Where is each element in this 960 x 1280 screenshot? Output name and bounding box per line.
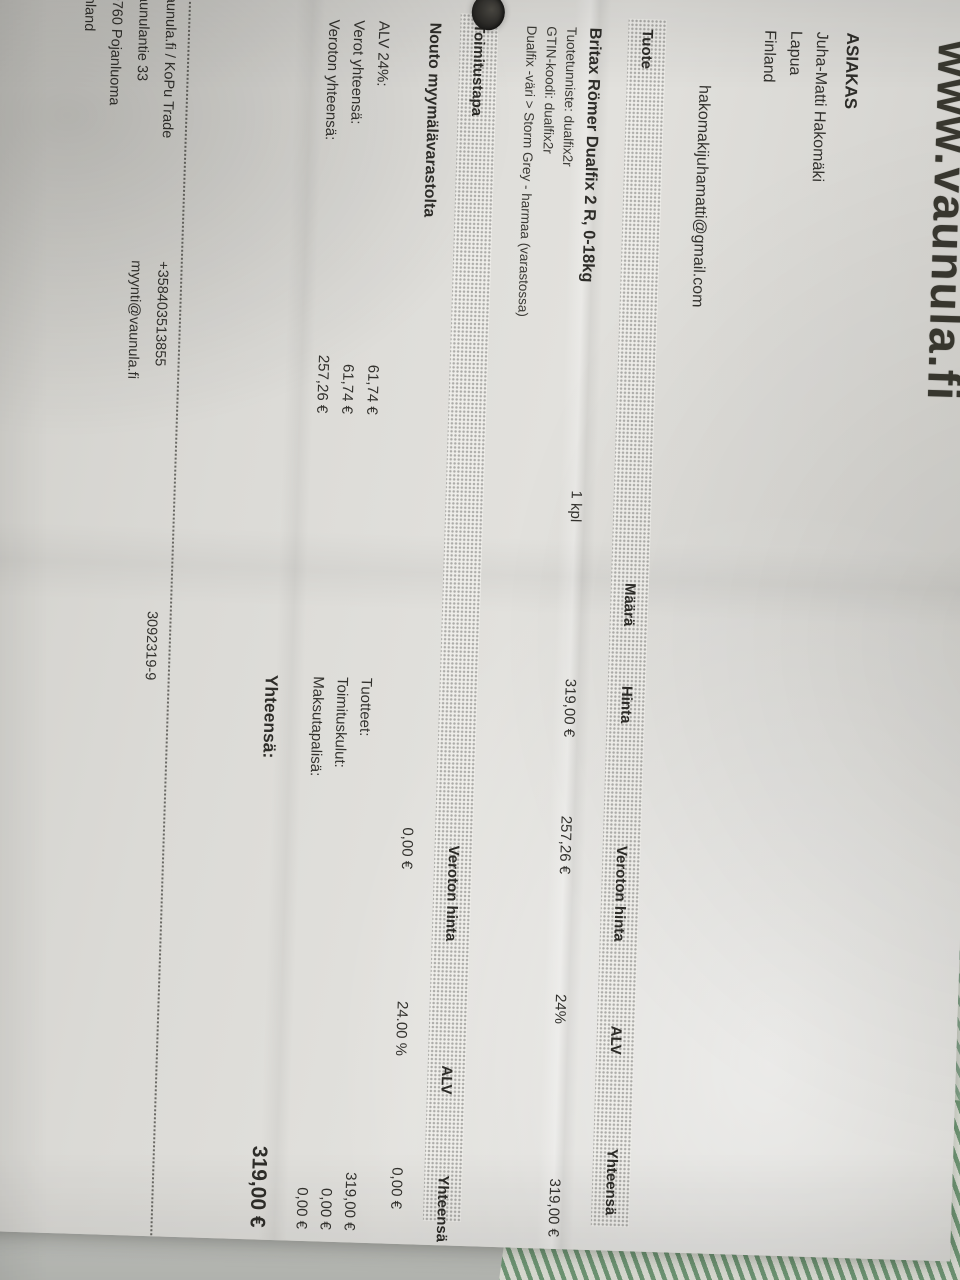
total-line-value-2: 0,00 € (316, 1187, 335, 1230)
product-detail-gtin: GTIN-koodi: dualfix2r (540, 26, 560, 154)
grand-total-value: 319,00 € (245, 1145, 272, 1228)
col-header-yhteensa: Yhteensä (601, 1148, 621, 1216)
footer-company-street: Vaunulantie 33 (133, 0, 153, 82)
footer-phone: +358403513855 (151, 260, 171, 367)
col-header-toimitustapa: Toimitustapa (468, 23, 488, 117)
product-quantity: 1 kpl (566, 490, 585, 523)
footer-company-country: Finland (81, 0, 99, 32)
col-header-veroton-hinta: Veroton hinta (610, 845, 631, 942)
total-line-value-3: 0,00 € (292, 1187, 311, 1230)
tax-line-label-2: Verot yhteensä: (347, 19, 368, 125)
col-header-maara: Määrä (620, 582, 639, 627)
product-detail-color: Dualfix -väri > Storm Grey - harmaa (var… (515, 25, 540, 318)
footer-business-id: 3092319-9 (141, 610, 160, 681)
product-vat: 24% (551, 993, 569, 1025)
col-header-tuote: Tuote (637, 28, 656, 70)
product-total: 319,00 € (544, 1178, 564, 1238)
tax-line-value-2: 61,74 € (338, 363, 357, 415)
col-header-yhteensa-2: Yhteensä (432, 1175, 452, 1243)
total-line-label-2: Toimituskulut: (330, 676, 351, 769)
product-table-header: Tuote Määrä Hinta Veroton hinta ALV Yhte… (590, 18, 667, 1228)
delivery-vat: 24.00 % (391, 1000, 411, 1057)
delivery-method: Nouto myymälävarastolta (420, 22, 444, 218)
customer-email: hakomakijuhamatti@gmail.com (688, 84, 713, 308)
total-line-label-1: Tuotteet: (355, 677, 375, 737)
footer-email: myynti@vaunula.fi (124, 260, 144, 380)
customer-section-label: ASIAKAS (840, 32, 863, 110)
col-header-alv-2: ALV (437, 1065, 456, 1095)
product-name: Britax Römer Dualfix 2 R, 0-18kg (578, 27, 605, 283)
customer-name: Juha-Matti Hakomäki (808, 31, 831, 183)
tax-line-label-1: ALV 24%: (373, 20, 393, 87)
delivery-net-price: 0,00 € (397, 827, 417, 870)
total-line-label-3: Maksutapalisä: (306, 675, 327, 777)
delivery-total: 0,00 € (387, 1166, 406, 1210)
tax-line-value-3: 257,26 € (313, 354, 332, 414)
product-net-price: 257,26 € (555, 815, 575, 875)
col-header-veroton-hinta-2: Veroton hinta (442, 845, 463, 942)
col-header-alv: ALV (606, 1025, 625, 1055)
product-price: 319,00 € (560, 678, 579, 738)
total-line-value-1: 319,00 € (340, 1171, 360, 1231)
customer-country: Finland (759, 29, 779, 83)
product-detail-sku: Tuotetunniste: dualfix2r (559, 26, 580, 167)
customer-city: Lapua (785, 30, 805, 76)
footer-company-city: 60760 Pojanluoma (105, 0, 126, 106)
grand-total-label: Yhteensä: (259, 674, 282, 759)
footer-company-name: Vaunula.fi / KoPu Trade (158, 0, 180, 139)
tax-line-label-3: Veroton yhteensä: (321, 19, 343, 141)
tax-line-value-1: 61,74 € (363, 364, 382, 416)
col-header-hinta: Hinta (617, 685, 636, 724)
website-watermark: www.vaunula.fi (917, 40, 960, 403)
